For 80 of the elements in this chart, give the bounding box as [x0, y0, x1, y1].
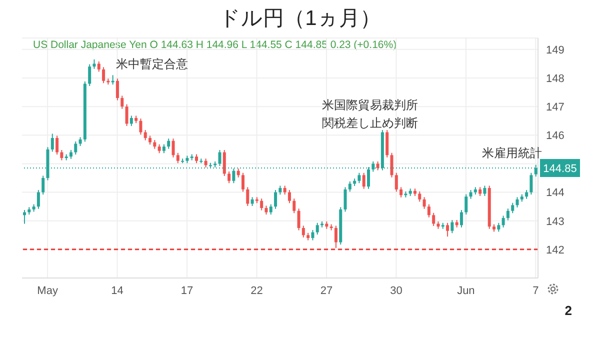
candlestick: [222, 150, 226, 176]
x-tick-label: 27: [320, 284, 333, 297]
candlestick: [144, 130, 147, 141]
annotation: 米国際貿易裁判所: [321, 97, 419, 114]
x-tick-label: 22: [250, 284, 263, 297]
text: 2: [564, 303, 572, 318]
candlestick: [111, 74, 114, 86]
candlestick: [390, 152, 394, 178]
candlestick: [232, 168, 236, 184]
candlestick: [362, 172, 366, 190]
candlestick: [36, 190, 40, 210]
candlestick: [274, 190, 278, 210]
y-tick-label: 143: [546, 216, 564, 228]
candlestick: [125, 104, 128, 126]
candlestick: [348, 180, 352, 192]
candlestick: [260, 198, 264, 211]
candlestick: [92, 58, 96, 70]
candlestick: [511, 202, 514, 214]
candlestick: [42, 175, 45, 196]
y-tick-label: 147: [546, 101, 564, 114]
ref-line-label: 144.85: [543, 163, 577, 175]
candlestick: [506, 208, 510, 221]
candlestick: [394, 172, 398, 192]
candlestick: [460, 210, 463, 228]
candlestick: [334, 225, 338, 248]
candlestick: [311, 230, 314, 241]
annotation: US Dollar Japanese Yen O 144.63 H 144.96 L 144.55 C 144.85 0.23 (+0.16%): [33, 39, 397, 51]
candlestick: [464, 194, 468, 216]
y-tick-label: 144: [546, 187, 564, 200]
candlestick: [50, 133, 54, 152]
candlestick: [502, 215, 505, 228]
candlestick: [400, 186, 403, 198]
candlestick: [241, 172, 244, 192]
candlestick: [120, 95, 124, 110]
candlestick: [344, 186, 347, 212]
annotation: 関税差し止め判断: [321, 115, 419, 132]
candlestick: [302, 225, 305, 238]
x-tick-label: 30: [390, 284, 402, 297]
y-tick-label: 142: [546, 244, 564, 256]
candlestick: [116, 78, 119, 101]
candlestick: [483, 185, 486, 196]
candlestick: [246, 186, 250, 206]
candlestick: [386, 130, 389, 158]
candlestick: [292, 198, 296, 214]
candlestick: [358, 172, 361, 184]
annotation: 米中暫定合意: [115, 56, 189, 73]
candlestick: [130, 115, 133, 126]
y-tick-label: 146: [546, 130, 564, 142]
candlestick: [167, 138, 170, 150]
x-tick-label: 14: [111, 284, 124, 297]
candlestick: [139, 118, 142, 136]
candlestick: [450, 220, 454, 234]
candlestick: [530, 172, 533, 196]
candlestick: [176, 152, 180, 164]
candlestick: [297, 208, 300, 231]
chart-title: ドル円（1ヵ月）: [218, 6, 382, 32]
candlestick: [60, 150, 64, 161]
candlestick: [269, 204, 272, 216]
candlestick: [228, 170, 231, 184]
candlestick: [172, 138, 175, 158]
candlestick: [97, 60, 100, 72]
x-tick-label: May: [37, 284, 58, 297]
x-tick-label: 17: [180, 284, 194, 297]
candlestick: [102, 66, 106, 84]
candlestick: [316, 222, 319, 236]
candlestick: [74, 140, 78, 156]
y-tick-label: 148: [546, 72, 564, 85]
x-tick-label: Jun: [457, 284, 475, 297]
candlestick: [432, 212, 436, 226]
candlestick: [56, 135, 59, 156]
candlestick: [446, 222, 450, 238]
candlestick: [516, 196, 519, 208]
candlestick: [422, 196, 426, 210]
y-tick-label: 149: [546, 44, 564, 56]
x-tick-label: 7: [532, 284, 539, 297]
annotation: 米雇用統計: [481, 145, 543, 162]
candlestick: [288, 190, 291, 204]
candlestick: [88, 64, 92, 86]
candlestick: [418, 190, 422, 202]
candlestick: [427, 204, 430, 218]
